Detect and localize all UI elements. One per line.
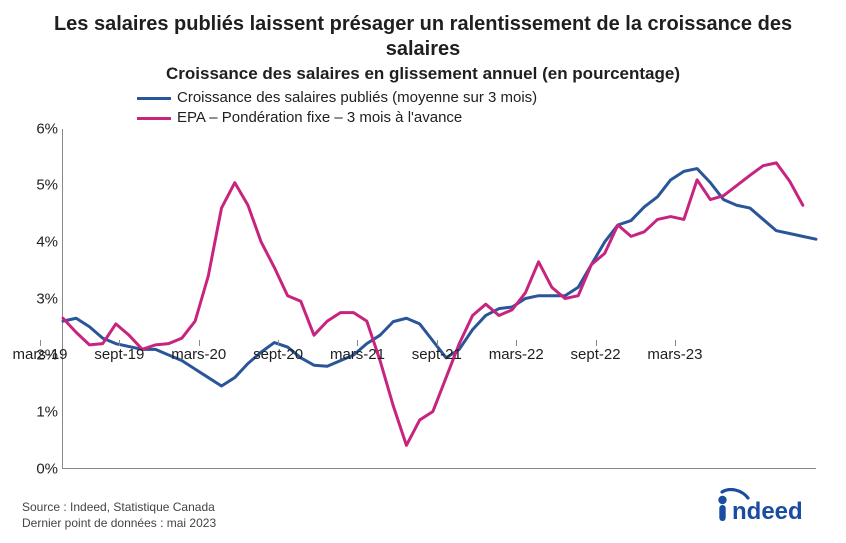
legend-swatch-series1	[137, 97, 171, 100]
x-tick-mark	[119, 340, 120, 346]
indeed-logo: ndeed	[710, 488, 820, 529]
plot-box	[62, 129, 816, 469]
x-tick-label: mars-20	[171, 346, 226, 363]
x-tick-mark	[596, 340, 597, 346]
footer-source: Source : Indeed, Statistique Canada	[22, 499, 216, 515]
legend: Croissance des salaires publiés (moyenne…	[137, 88, 824, 129]
chart-subtitle: Croissance des salaires en glissement an…	[22, 64, 824, 84]
x-tick-mark	[437, 340, 438, 346]
x-tick-label: mars-22	[489, 346, 544, 363]
legend-item-series1: Croissance des salaires publiés (moyenne…	[137, 88, 824, 108]
x-tick-label: mars-23	[647, 346, 702, 363]
line-chart-svg	[63, 129, 816, 468]
x-tick-mark	[40, 340, 41, 346]
y-tick-label: 4%	[36, 233, 58, 250]
x-tick-mark	[675, 340, 676, 346]
chart-title: Les salaires publiés laissent présager u…	[52, 12, 794, 62]
y-tick-label: 0%	[36, 460, 58, 477]
y-tick-label: 1%	[36, 403, 58, 420]
svg-text:ndeed: ndeed	[732, 498, 803, 524]
x-tick-mark	[516, 340, 517, 346]
line-series2	[63, 162, 803, 444]
legend-label-series1: Croissance des salaires publiés (moyenne…	[177, 88, 537, 108]
x-tick-label: sept-20	[253, 346, 303, 363]
x-tick-label: mars-19	[12, 346, 67, 363]
chart-container: Les salaires publiés laissent présager u…	[0, 0, 846, 543]
footer: Source : Indeed, Statistique Canada Dern…	[22, 499, 216, 531]
y-tick-label: 3%	[36, 290, 58, 307]
x-tick-label: sept-22	[571, 346, 621, 363]
legend-label-series2: EPA – Pondération fixe – 3 mois à l'avan…	[177, 108, 462, 128]
x-tick-mark	[278, 340, 279, 346]
x-tick-mark	[357, 340, 358, 346]
y-tick-label: 5%	[36, 177, 58, 194]
x-tick-mark	[199, 340, 200, 346]
y-tick-label: 6%	[36, 120, 58, 137]
footer-lastpoint: Dernier point de données : mai 2023	[22, 515, 216, 531]
x-tick-label: sept-19	[94, 346, 144, 363]
x-tick-label: mars-21	[330, 346, 385, 363]
legend-item-series2: EPA – Pondération fixe – 3 mois à l'avan…	[137, 108, 824, 128]
x-tick-label: sept-21	[412, 346, 462, 363]
legend-swatch-series2	[137, 117, 171, 120]
plot-area: 0%1%2%3%4%5%6%	[62, 129, 816, 469]
x-axis: mars-19sept-19mars-20sept-20mars-21sept-…	[40, 340, 838, 364]
y-axis: 0%1%2%3%4%5%6%	[24, 129, 58, 469]
